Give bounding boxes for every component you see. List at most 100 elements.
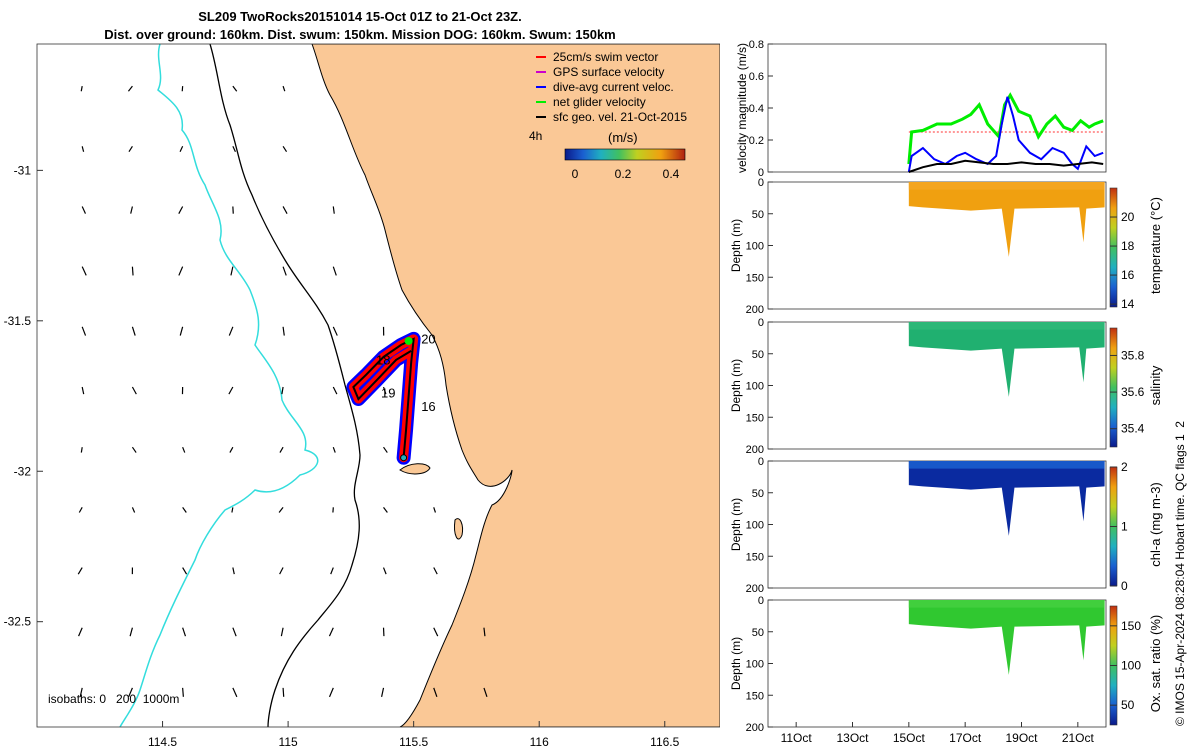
current-arrow	[178, 266, 184, 276]
current-arrow	[182, 507, 187, 513]
depth-axis-label: Depth (m)	[729, 637, 743, 690]
oxygen-section: 0 50 100 150 200 Depth (m) 50 100 150 Ox. sat. ra…	[729, 595, 1163, 734]
map-y-tick-label: -31	[14, 163, 32, 177]
current-arrow	[129, 627, 133, 637]
current-arrow	[383, 446, 388, 453]
depth-tick-label: 150	[746, 412, 764, 424]
colorbar-tick-label: 35.4	[1121, 422, 1145, 436]
velocity-y-tick-label: 0.2	[749, 135, 764, 147]
current-arrow	[383, 506, 388, 513]
current-arrow	[81, 206, 87, 214]
current-arrow	[179, 326, 184, 336]
current-arrow	[131, 386, 137, 395]
velocity-panel-frame	[767, 43, 1107, 173]
section-surface-layer	[908, 182, 1105, 190]
current-arrow	[179, 146, 184, 152]
current-arrow	[282, 145, 288, 153]
map-x-tick-label: 115.5	[399, 735, 428, 749]
colorbar-label: salinity	[1148, 365, 1163, 405]
current-vectors	[77, 85, 488, 698]
time-tick-label: 17Oct	[949, 731, 982, 745]
time-tick-label: 21Oct	[1062, 731, 1095, 745]
current-arrow	[81, 326, 87, 336]
current-arrow	[279, 446, 284, 453]
depth-tick-label: 100	[746, 381, 764, 393]
current-arrow	[382, 386, 387, 395]
current-arrow	[381, 687, 385, 697]
current-arrow	[332, 326, 338, 336]
depth-tick-label: 150	[746, 690, 764, 702]
velocity-y-tick-label: 0.8	[749, 39, 764, 51]
current-arrow	[232, 85, 238, 92]
depth-tick-label: 0	[758, 595, 764, 607]
time-tick-label: 15Oct	[893, 731, 926, 745]
isobath-1000	[119, 44, 319, 727]
depth-tick-label: 50	[752, 349, 764, 361]
depth-tick-label: 50	[752, 627, 764, 639]
depth-axis-label: Depth (m)	[729, 498, 743, 551]
legend-item-label: GPS surface velocity	[553, 65, 664, 79]
depth-tick-label: 50	[752, 209, 764, 221]
depth-tick-label: 200	[746, 444, 764, 456]
colorbar-tick-label: 150	[1121, 619, 1141, 633]
section-data-fill	[908, 322, 1105, 397]
current-arrow	[131, 266, 134, 276]
depth-tick-label: 100	[746, 520, 764, 532]
map-x-tick-label: 115	[279, 735, 298, 749]
section-data-fill	[908, 600, 1105, 675]
current-arrow	[77, 567, 83, 575]
current-arrow	[182, 567, 188, 575]
depth-tick-label: 150	[746, 551, 764, 563]
map-y-axis: -31 -31.5 -32 -32.5	[4, 163, 43, 629]
velocity-y-tick-label: 0.4	[749, 103, 764, 115]
current-arrow	[281, 386, 284, 395]
velocity-series-line	[907, 96, 1104, 173]
temperature-section: 0 50 100 150 200 Depth (m) 14 16 18 20 temperature…	[729, 177, 1163, 316]
section-data-fill	[908, 182, 1105, 257]
land-mass	[311, 44, 720, 727]
current-arrow	[81, 386, 85, 395]
salinity-section: 0 50 100 150 200 Depth (m) 35.4 35.6 35.8salinit…	[729, 317, 1163, 456]
current-arrow	[182, 627, 187, 637]
depth-tick-label: 200	[746, 583, 764, 595]
current-arrow	[332, 266, 337, 276]
time-tick-label: 19Oct	[1005, 731, 1038, 745]
current-arrow	[231, 507, 234, 513]
current-arrow	[279, 567, 284, 575]
colorbar-tick-label: 16	[1121, 268, 1135, 282]
colorbar-tick-label: 2	[1121, 460, 1128, 474]
current-arrow	[232, 567, 235, 575]
depth-tick-label: 100	[746, 241, 764, 253]
track-day-label: 20	[421, 331, 435, 346]
depth-axis-label: Depth (m)	[729, 359, 743, 412]
current-arrow	[230, 266, 234, 276]
track-start-marker	[400, 454, 408, 462]
current-arrow	[81, 146, 85, 152]
track-day-label: 19	[381, 386, 395, 401]
map-x-axis: 114.5 115 115.5 116 116.5	[148, 721, 680, 749]
current-arrow	[81, 266, 87, 276]
current-arrow	[282, 85, 286, 92]
depth-tick-label: 150	[746, 272, 764, 284]
current-arrow	[282, 266, 287, 276]
track-day-label: 16	[421, 399, 435, 414]
colorbar-time-label: 4h	[529, 129, 542, 143]
current-arrow	[178, 206, 184, 214]
colorbar-tick-label: 35.8	[1121, 348, 1145, 362]
current-arrow	[433, 567, 438, 575]
section-data-fill	[908, 461, 1105, 536]
depth-tick-label: 100	[746, 659, 764, 671]
track-black-centerline	[352, 337, 415, 458]
colorbar-label: chl-a (mg m-3)	[1148, 482, 1163, 567]
current-arrow	[332, 386, 338, 395]
legend-item-label: 25cm/s swim vector	[553, 50, 658, 64]
current-arrow	[80, 86, 83, 92]
current-arrow	[78, 507, 83, 513]
current-arrow	[433, 507, 437, 513]
current-arrow	[232, 146, 236, 152]
current-arrow	[131, 507, 136, 513]
colorbar-tick-label: 0.2	[615, 167, 632, 181]
